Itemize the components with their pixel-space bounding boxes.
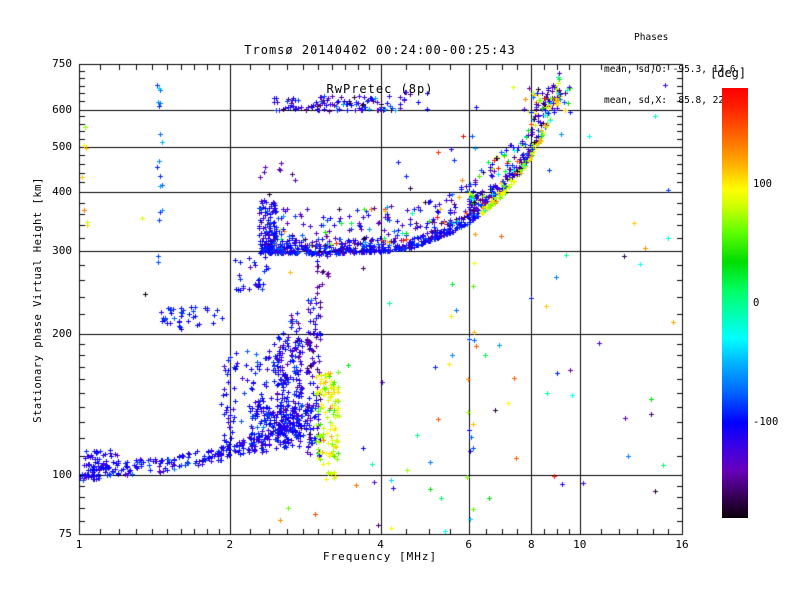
y-tick-label: 300	[52, 244, 72, 258]
colorbar-tick-label: -100	[753, 416, 779, 429]
x-tick-label: 8	[527, 538, 535, 551]
y-tick-label: 200	[52, 326, 72, 340]
colorbar-tick-label: 100	[753, 177, 772, 190]
y-axis-label: Stationary phase Virtual Height [km]	[32, 177, 44, 423]
chart-title: Tromsø 20140402 00:24:00-00:25:43	[244, 43, 516, 57]
colorbar	[722, 88, 748, 518]
y-tick-label: 100	[52, 468, 72, 482]
colorbar-tick-label: 0	[753, 297, 760, 309]
y-tick-label: 75	[58, 527, 72, 540]
x-axis-label: Frequency [MHz]	[322, 550, 438, 563]
phase-stats-x-mode: mean, sd,X: 85.8, 22.3	[604, 95, 736, 106]
y-tick-label: 600	[52, 102, 72, 116]
x-tick-label: 10	[573, 538, 587, 551]
x-tick-label: 6	[465, 538, 472, 551]
colorbar-label: [deg]	[710, 66, 747, 80]
chart-subtitle: RwPretec (8p)	[326, 82, 434, 96]
phase-stats: Phases mean, sd,O: -95.3, 17.6 mean, sd,…	[604, 12, 800, 128]
y-tick-label: 750	[52, 57, 72, 70]
title-block: Tromsø 20140402 00:24:00-00:25:43 RwPret…	[180, 18, 580, 122]
x-tick-label: 2	[226, 538, 234, 551]
x-tick-label: 16	[675, 538, 689, 551]
phase-stats-o-mode: mean, sd,O: -95.3, 17.6	[604, 63, 736, 75]
phase-stats-header: Phases	[634, 32, 669, 43]
y-tick-label: 500	[52, 139, 72, 153]
x-tick-label: 4	[377, 538, 384, 551]
x-tick-label: 1	[75, 538, 83, 551]
y-tick-label: 400	[52, 185, 72, 199]
